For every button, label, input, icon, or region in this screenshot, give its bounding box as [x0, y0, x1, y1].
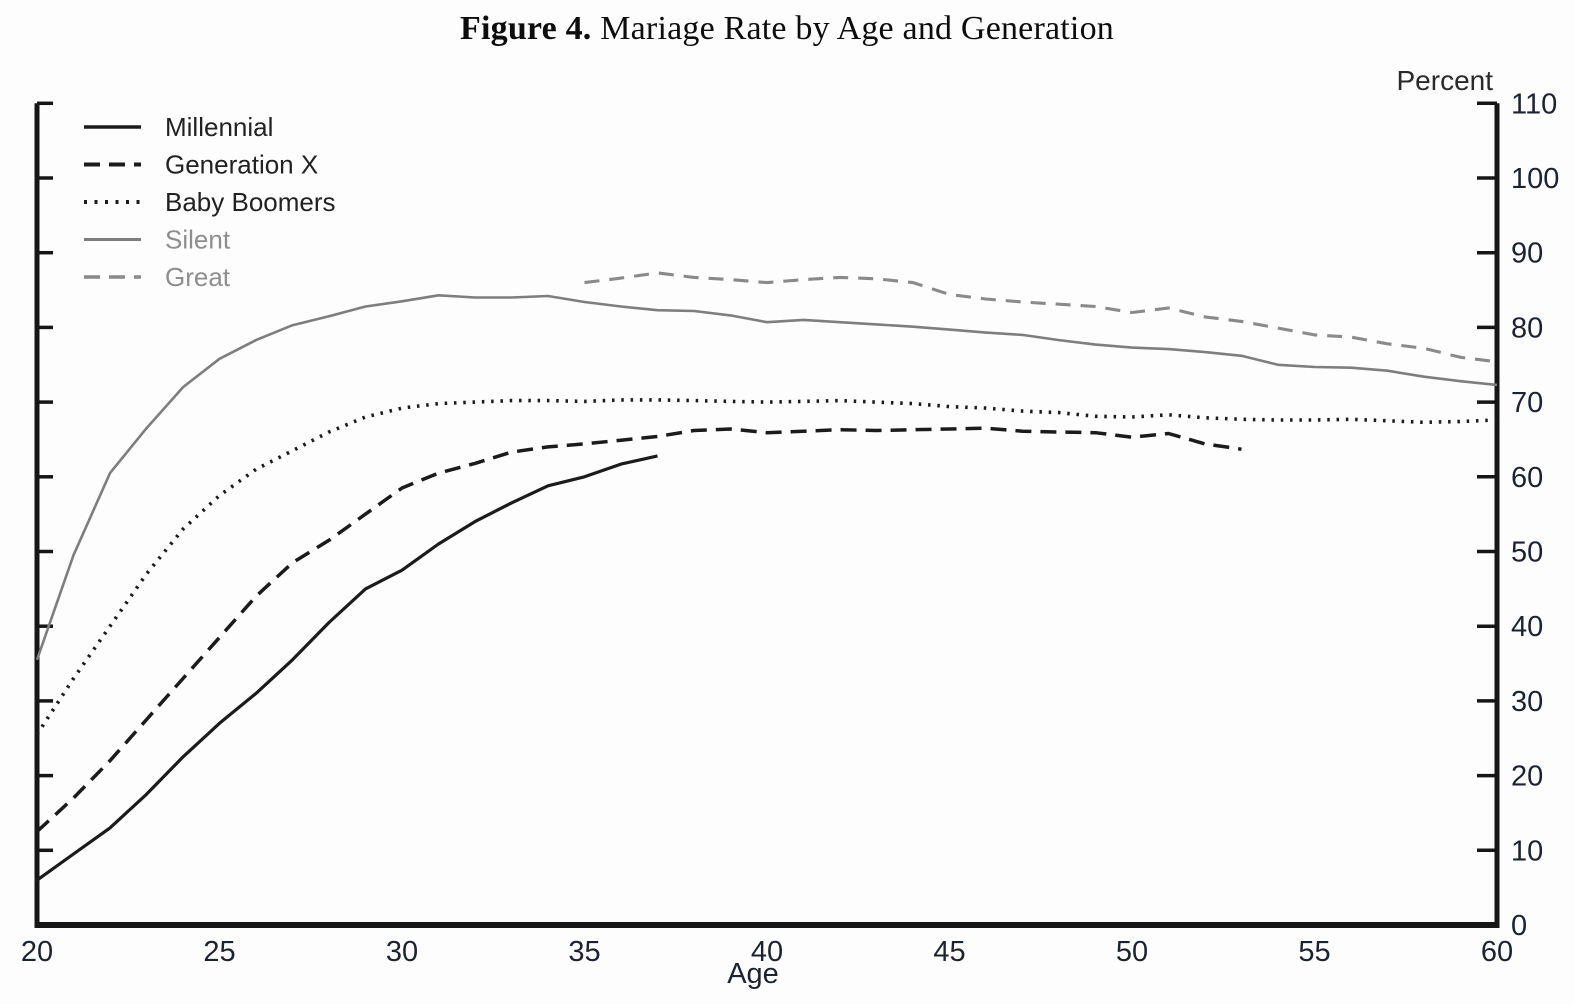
x-tick-label-55: 55: [1298, 936, 1330, 968]
y-axis-title: Percent: [1397, 65, 1494, 96]
series-line-millennial: [36, 454, 658, 882]
legend-label-silent: Silent: [165, 225, 231, 255]
axis-labels-group: Percent Age: [727, 65, 1493, 990]
series-line-silent: [35, 293, 1498, 661]
series-line-baby-boomers: [35, 398, 1498, 736]
y-tick-label-40: 40: [1511, 611, 1543, 643]
series-line-great: [584, 271, 1498, 364]
x-tick-label-25: 25: [203, 936, 235, 968]
y-tick-label-110: 110: [1511, 88, 1557, 120]
legend-label-baby-boomers: Baby Boomers: [165, 187, 336, 217]
legend-label-great: Great: [165, 262, 231, 292]
legend-label-millennial: Millennial: [165, 112, 273, 142]
series-group: [35, 271, 1498, 882]
x-tick-label-45: 45: [933, 936, 965, 968]
x-tick-label-50: 50: [1116, 936, 1148, 968]
chart-title: Figure 4. Mariage Rate by Age and Genera…: [0, 10, 1574, 48]
x-tick-label-35: 35: [568, 936, 600, 968]
chart-title-text: Mariage Rate by Age and Generation: [591, 10, 1114, 47]
y-tick-label-0: 0: [1511, 910, 1527, 942]
y-tick-label-10: 10: [1511, 835, 1543, 867]
y-tick-label-80: 80: [1511, 312, 1543, 344]
x-tick-label-30: 30: [386, 936, 418, 968]
series-line-generation-x: [35, 426, 1242, 833]
y-tick-label-90: 90: [1511, 238, 1543, 270]
legend-label-generation-x: Generation X: [165, 150, 318, 180]
y-tick-label-30: 30: [1511, 686, 1543, 718]
y-tick-label-50: 50: [1511, 537, 1543, 569]
y-tick-label-100: 100: [1511, 163, 1559, 195]
x-tick-label-40: 40: [751, 936, 783, 968]
y-tick-label-60: 60: [1511, 462, 1543, 494]
y-tick-label-70: 70: [1511, 387, 1543, 419]
chart-title-prefix: Figure 4.: [460, 10, 592, 47]
x-axis-title: Age: [727, 958, 779, 990]
axes-group: 0 10 20 30 40 50 60 70 80 90 100 110 20 25 30 35 40 45 50 5…: [21, 88, 1560, 968]
y-tick-label-20: 20: [1511, 761, 1543, 793]
x-tick-label-60: 60: [1481, 936, 1513, 968]
x-tick-label-20: 20: [21, 936, 53, 968]
legend-group: Millennial Generation X Baby Boomers Silent…: [84, 112, 336, 292]
